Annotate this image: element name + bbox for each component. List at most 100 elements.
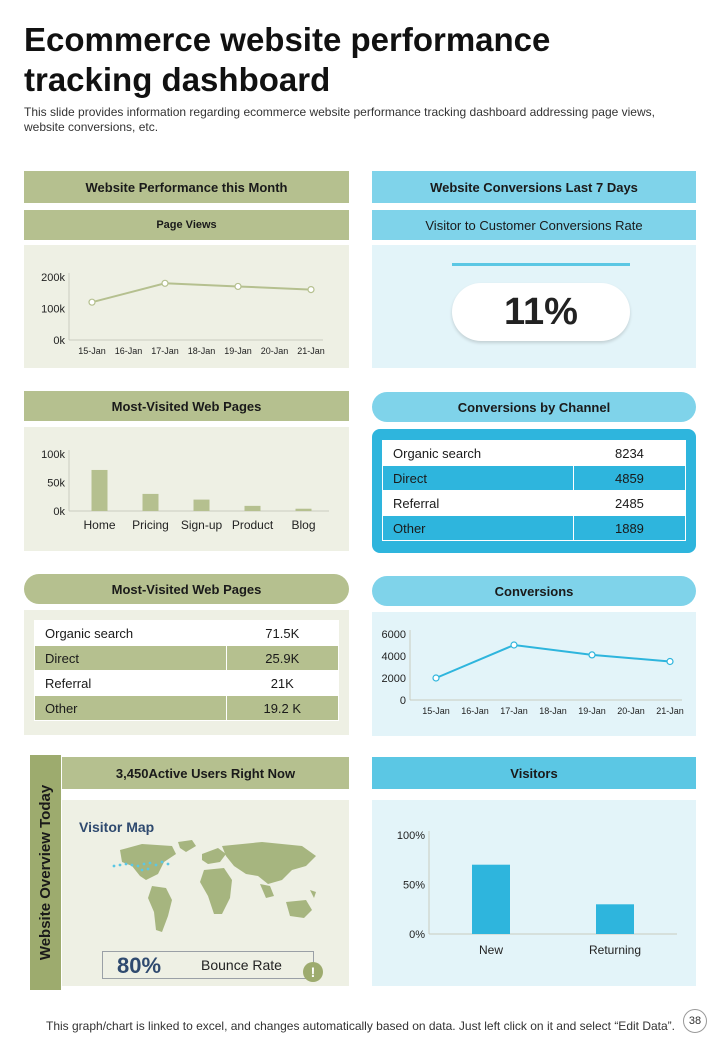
x-tick-label: Blog	[291, 518, 315, 532]
table-cell-value: 71.5K	[225, 620, 340, 646]
x-tick-label: 17-Jan	[151, 346, 179, 356]
x-tick-label: 17-Jan	[500, 706, 528, 716]
x-tick-label: 21-Jan	[297, 346, 325, 356]
x-tick-label: New	[479, 943, 503, 957]
table-cell-label: Referral	[382, 490, 574, 516]
y-tick-label: 2000	[382, 673, 406, 685]
footer-note: This graph/chart is linked to excel, and…	[46, 1019, 675, 1033]
table-cell-value: 8234	[572, 440, 687, 466]
visitors-panel: 0% 50% 100% New Returning	[372, 800, 696, 986]
y-tick-label: 0k	[53, 506, 65, 518]
data-point	[307, 285, 315, 294]
x-tick-label: 19-Jan	[224, 346, 252, 356]
bar	[295, 508, 312, 511]
table-cell-value: 4859	[572, 465, 687, 491]
x-tick-label: 18-Jan	[539, 706, 567, 716]
series-line	[435, 643, 671, 679]
table-cell-label: Organic search	[382, 440, 574, 466]
data-point	[88, 298, 96, 306]
x-tick-label: Sign-up	[181, 518, 223, 532]
most-visited-chart: 0k 50k 100k Home Pricing Sign-up Product Blog	[41, 449, 329, 532]
y-tick-label: 6000	[382, 629, 406, 641]
table-row: Referral 2485	[382, 490, 687, 516]
table-row: Organic search 8234	[382, 440, 687, 466]
x-tick-label: 19-Jan	[578, 706, 606, 716]
data-point	[666, 657, 674, 666]
table-cell-label: Direct	[382, 465, 574, 491]
most-visited-table: Organic search 71.5K Direct 25.9K Referr…	[34, 620, 340, 721]
bounce-rate-box: 80% Bounce Rate	[102, 951, 314, 979]
conversion-rate-value: 11%	[452, 283, 630, 341]
page-number: 38	[683, 1009, 707, 1033]
conversions-header: Website Conversions Last 7 Days	[372, 171, 696, 203]
y-tick-label: 4000	[382, 651, 406, 663]
most-visited-table-panel: Organic search 71.5K Direct 25.9K Referr…	[24, 610, 349, 735]
table-cell-value: 25.9K	[225, 645, 340, 671]
page-title: Ecommerce website performance tracking d…	[24, 21, 551, 98]
y-tick-label: 200k	[41, 272, 65, 284]
performance-header: Website Performance this Month	[24, 171, 349, 203]
x-tick-label: 18-Jan	[188, 346, 216, 356]
table-cell-label: Referral	[34, 670, 227, 696]
bar	[244, 505, 261, 511]
conversions-chart-header: Conversions	[372, 576, 696, 606]
data-point	[234, 282, 242, 291]
bounce-rate-label: Bounce Rate	[201, 957, 282, 973]
y-tick-label: 100k	[41, 449, 65, 461]
most-visited-header-2: Most-Visited Web Pages	[24, 574, 349, 604]
data-point	[432, 674, 440, 682]
data-point	[161, 279, 169, 287]
x-tick-label: 16-Jan	[115, 346, 143, 356]
page-views-header: Page Views	[24, 210, 349, 240]
x-tick-label: 16-Jan	[461, 706, 489, 716]
page-views-panel: 0k 100k 200k 15-Jan 16-Jan 17-Jan 18-Jan 19-Jan…	[24, 245, 349, 368]
table-cell-label: Organic search	[34, 620, 227, 646]
y-tick-label: 0%	[409, 929, 425, 941]
table-cell-value: 1889	[572, 515, 687, 541]
side-label: Website Overview Today	[37, 784, 54, 961]
visitors-header: Visitors	[372, 757, 696, 789]
most-visited-panel: 0k 50k 100k Home Pricing Sign-up Product Blog	[24, 427, 349, 551]
bar	[193, 499, 210, 511]
y-tick-label: 0k	[53, 335, 65, 347]
table-cell-label: Other	[382, 515, 574, 541]
table-cell-label: Direct	[34, 645, 227, 671]
rate-header: Visitor to Customer Conversions Rate	[372, 210, 696, 240]
side-tab	[30, 755, 61, 990]
table-row: Other 19.2 K	[34, 695, 340, 721]
y-tick-label: 0	[400, 695, 406, 707]
visitor-map-panel: Visitor Map 80% Bounce Rate !	[62, 800, 349, 986]
most-visited-header: Most-Visited Web Pages	[24, 391, 349, 421]
alert-icon: !	[303, 962, 323, 982]
page-subtitle: This slide provides information regardin…	[24, 105, 655, 134]
table-cell-value: 2485	[572, 490, 687, 516]
visitor-map-title: Visitor Map	[79, 819, 155, 835]
y-tick-label: 50k	[47, 478, 65, 490]
x-tick-label: Pricing	[132, 518, 169, 532]
table-row: Referral 21K	[34, 670, 340, 696]
x-tick-label: Home	[83, 518, 115, 532]
table-cell-value: 21K	[225, 670, 340, 696]
table-row: Organic search 71.5K	[34, 620, 340, 646]
conversions-chart: 0 2000 4000 6000 15-Jan 16-Jan 17-Jan 18-Jan 19-…	[382, 629, 684, 716]
x-tick-label: 20-Jan	[261, 346, 289, 356]
x-tick-label: Returning	[589, 943, 641, 957]
table-cell-value: 19.2 K	[225, 695, 340, 721]
y-tick-label: 50%	[403, 880, 425, 892]
table-row: Other 1889	[382, 515, 687, 541]
conversions-panel: 0 2000 4000 6000 15-Jan 16-Jan 17-Jan 18-Jan 19-…	[372, 612, 696, 736]
table-row: Direct 25.9K	[34, 645, 340, 671]
x-tick-label: 21-Jan	[656, 706, 684, 716]
active-users-header: 3,450Active Users Right Now	[62, 757, 349, 789]
table-row: Direct 4859	[382, 465, 687, 491]
x-tick-label: 15-Jan	[422, 706, 450, 716]
series-line	[91, 282, 312, 304]
bar	[596, 904, 634, 934]
y-tick-label: 100%	[397, 830, 425, 842]
world-map-icon	[112, 840, 316, 932]
x-tick-label: 20-Jan	[617, 706, 645, 716]
side-label-wrap: Website Overview Today	[30, 755, 61, 990]
bounce-rate-value: 80%	[117, 953, 162, 978]
channel-panel: Organic search 8234 Direct 4859 Referral…	[372, 429, 696, 553]
x-tick-label: 15-Jan	[78, 346, 106, 356]
